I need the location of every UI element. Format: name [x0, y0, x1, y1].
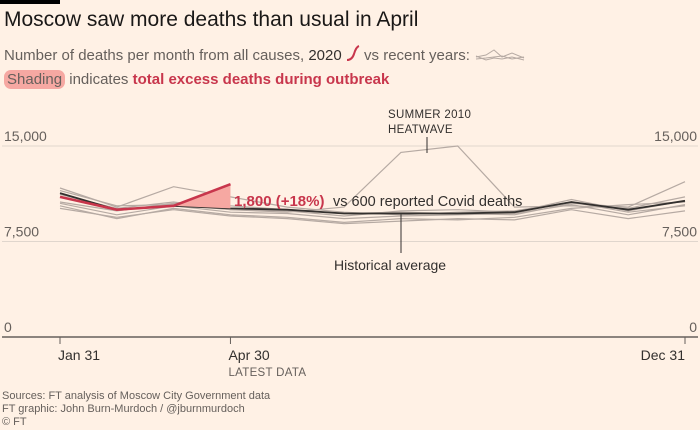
y-tick-label-left: 7,500	[4, 224, 39, 240]
chart-subtitle: Number of deaths per month from all caus…	[4, 44, 526, 64]
shading-note: Shading indicates total excess deaths du…	[4, 70, 390, 89]
chart-footer: Sources: FT analysis of Moscow City Gove…	[2, 390, 270, 429]
average-label: Historical average	[334, 257, 446, 273]
y-tick-label-right: 15,000	[654, 128, 697, 144]
footer-sources: Sources: FT analysis of Moscow City Gove…	[2, 390, 271, 402]
excess-note-label: vs 600 reported Covid deaths	[333, 194, 522, 210]
subtitle-year: 2020	[308, 47, 342, 64]
shading-middle: indicates	[69, 71, 129, 88]
shading-word: Shading	[4, 70, 66, 89]
legend-2020-swatch	[346, 45, 360, 61]
excess-value-label: 1,800 (+18%)	[234, 193, 324, 210]
past-year-line	[59, 207, 686, 225]
y-tick-label-left: 15,000	[4, 128, 47, 144]
y-tick-label-left: 0	[4, 319, 12, 335]
y-tick-label-right: 0	[689, 319, 697, 335]
past-year-line	[59, 201, 686, 224]
subtitle-prefix: Number of deaths per month from all caus…	[4, 47, 305, 64]
subtitle-suffix: vs recent years:	[364, 47, 470, 64]
chart-title: Moscow saw more deaths than usual in Apr…	[4, 8, 419, 31]
line-2020	[59, 182, 231, 212]
x-tick-label: Apr 30	[228, 347, 269, 363]
shading-highlight: total excess deaths during outbreak	[132, 71, 390, 88]
x-tick-sublabel: LATEST DATA	[228, 367, 306, 379]
legend-past-years-swatch	[475, 49, 525, 61]
footer-graphic: FT graphic: John Burn-Murdoch / @jburnmu…	[2, 403, 245, 415]
heatwave-label-line1: SUMMER 2010	[388, 109, 471, 121]
x-tick-label: Jan 31	[58, 347, 100, 363]
deaths-line-chart: 0 0 7,500 7,500 15,000 15,000 Jan 31 Apr 30 LATE…	[2, 109, 698, 379]
ft-top-bar	[0, 0, 60, 4]
heatwave-label-line2: HEATWAVE	[388, 124, 453, 136]
y-tick-label-right: 7,500	[662, 224, 697, 240]
footer-copyright: © FT	[2, 416, 27, 428]
x-tick-label: Dec 31	[641, 347, 686, 363]
